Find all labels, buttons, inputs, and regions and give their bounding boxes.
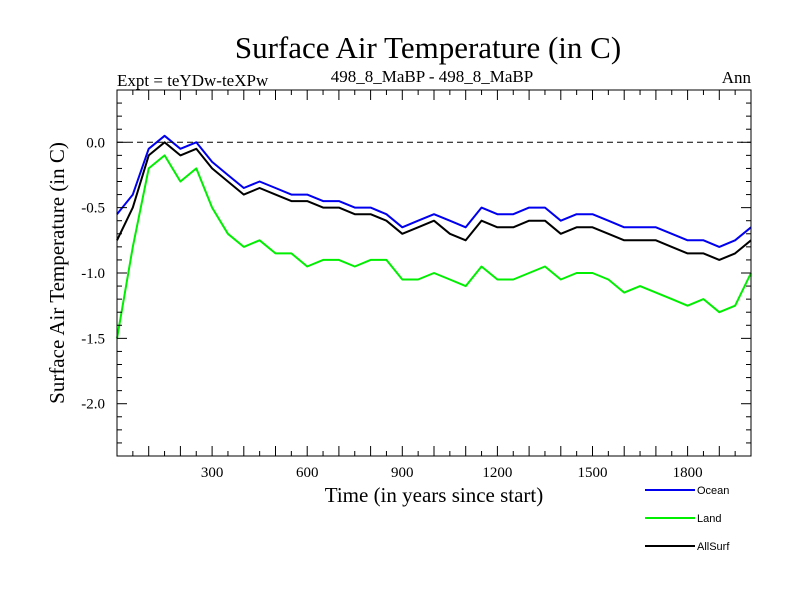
chart-title: Surface Air Temperature (in C) <box>235 30 621 65</box>
x-axis-label: Time (in years since start) <box>325 483 544 507</box>
series-line-land <box>116 154 752 339</box>
subtitle-right: Ann <box>722 68 752 87</box>
y-tick-label: 0.0 <box>86 135 105 151</box>
y-tick-label: -1.0 <box>81 266 105 282</box>
y-tick-label: -0.5 <box>81 201 105 217</box>
legend-label-land: Land <box>697 513 721 525</box>
series-layer <box>116 134 752 339</box>
x-tick-labels: 300 600 900 1200 1500 1800 <box>201 465 703 481</box>
subtitle-left: Expt = teYDw-teXPw <box>117 71 269 90</box>
plot-frame <box>116 89 752 457</box>
x-tick-label: 1500 <box>578 465 608 481</box>
x-tick-label: 300 <box>201 465 224 481</box>
y-tick-labels: 0.0 -0.5 -1.0 -1.5 -2.0 <box>81 135 105 412</box>
x-tick-label: 1200 <box>482 465 512 481</box>
x-tick-label: 1800 <box>673 465 703 481</box>
y-tick-label: -2.0 <box>81 397 105 413</box>
legend: Ocean Land AllSurf <box>645 485 730 553</box>
series-line-ocean <box>116 134 752 248</box>
x-tick-label: 900 <box>391 465 414 481</box>
x-tick-label: 600 <box>296 465 319 481</box>
y-axis-label: Surface Air Temperature (in C) <box>45 142 69 404</box>
axis-ticks <box>117 89 751 457</box>
series-line-allsurf <box>116 141 752 261</box>
subtitle-center: 498_8_MaBP - 498_8_MaBP <box>331 67 533 86</box>
y-tick-label: -1.5 <box>81 331 105 347</box>
legend-label-ocean: Ocean <box>697 485 729 497</box>
legend-label-allsurf: AllSurf <box>697 541 730 553</box>
